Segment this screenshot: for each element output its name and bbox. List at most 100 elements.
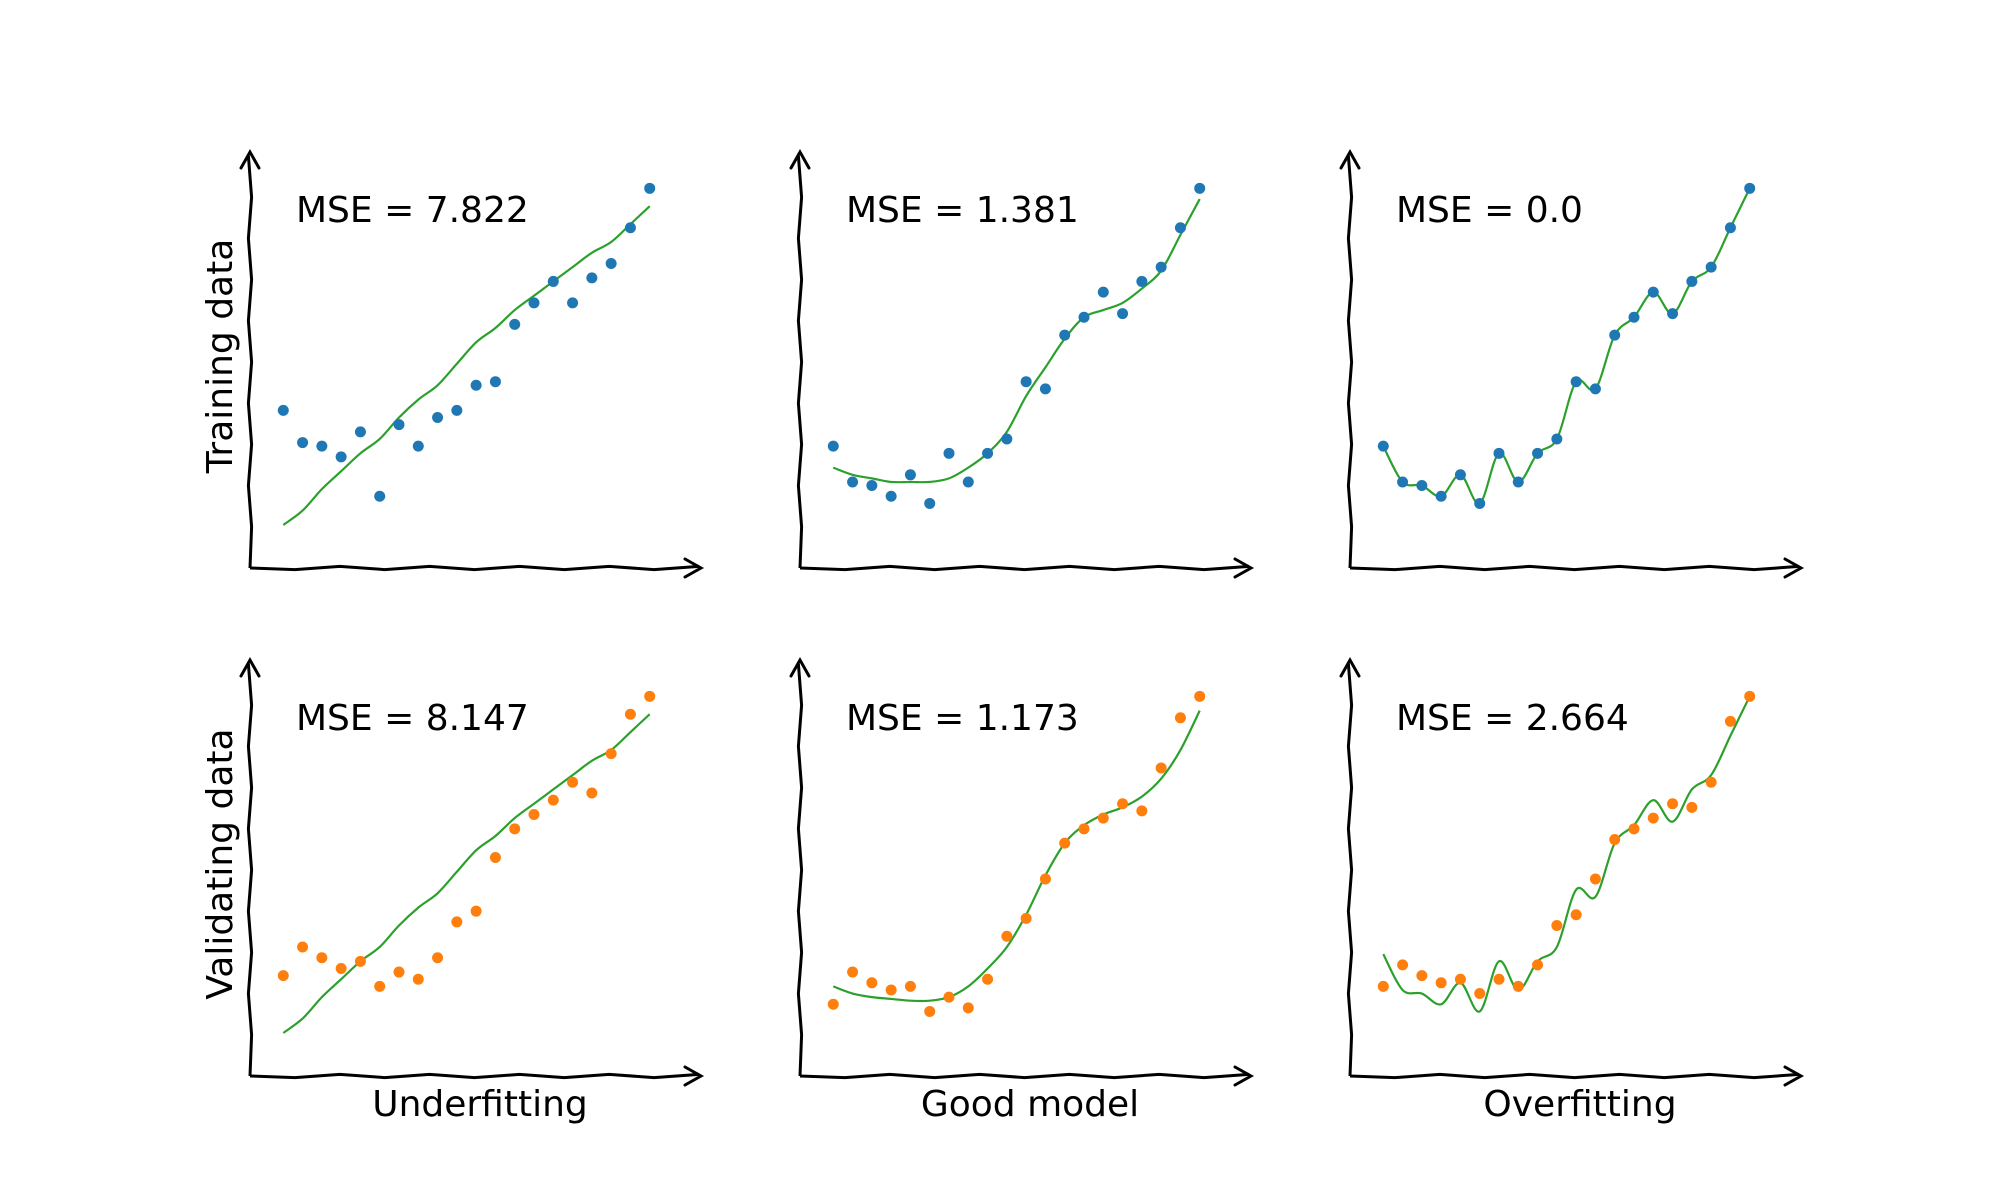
data-point	[1136, 275, 1148, 287]
data-point	[1512, 476, 1524, 488]
model-fit-line	[1382, 695, 1751, 1013]
data-point	[432, 412, 444, 424]
data-point	[586, 787, 598, 799]
data-point	[1532, 959, 1544, 971]
x-axis	[249, 564, 700, 572]
data-point	[1155, 762, 1167, 774]
data-point	[624, 222, 636, 234]
mse-annotation: MSE = 0.0	[1396, 190, 1583, 231]
data-point	[1493, 973, 1505, 985]
y-axis-arrow	[1339, 148, 1361, 170]
x-axis	[1349, 564, 1800, 572]
data-point	[1686, 801, 1698, 813]
data-point	[1609, 834, 1621, 846]
data-point	[489, 376, 501, 388]
data-point	[1705, 261, 1717, 273]
model-fit-line	[832, 710, 1201, 1003]
data-point	[827, 998, 839, 1010]
data-point	[1001, 433, 1013, 445]
data-point	[1647, 812, 1659, 824]
mse-annotation: MSE = 2.664	[1396, 698, 1629, 739]
data-point	[1667, 308, 1679, 320]
data-point	[586, 272, 598, 284]
data-point	[847, 476, 859, 488]
panel-training-data-overfitting: MSE = 0.0	[1339, 148, 1805, 579]
data-point	[1194, 690, 1206, 702]
data-point	[924, 1005, 936, 1017]
mse-annotation: MSE = 8.147	[296, 698, 529, 739]
y-axis-arrow	[239, 148, 261, 170]
data-point	[1435, 977, 1447, 989]
panel-validating-data-underfitting: MSE = 8.147	[239, 656, 705, 1087]
data-point	[1078, 823, 1090, 835]
data-point	[885, 984, 897, 996]
data-point	[1454, 469, 1466, 481]
data-point	[277, 404, 289, 416]
data-point	[451, 404, 463, 416]
data-point	[451, 916, 463, 928]
data-point	[1155, 261, 1167, 273]
data-point	[432, 952, 444, 964]
data-point	[277, 970, 289, 982]
data-point	[1724, 715, 1736, 727]
data-point	[847, 966, 859, 978]
data-point	[1020, 376, 1032, 388]
data-point	[1589, 383, 1601, 395]
x-axis-arrow	[1783, 557, 1805, 579]
data-point	[982, 973, 994, 985]
x-axis	[1349, 1072, 1800, 1080]
data-point	[1377, 440, 1389, 452]
data-point	[528, 808, 540, 820]
model-fit-line	[832, 198, 1201, 484]
data-point	[393, 966, 405, 978]
data-point	[866, 480, 878, 492]
column-label-good-model: Good model	[921, 1084, 1139, 1125]
data-point	[1435, 490, 1447, 502]
row-label-validating: Validating data	[200, 728, 241, 999]
data-point	[1174, 712, 1186, 724]
data-point	[962, 1002, 974, 1014]
mse-annotation: MSE = 7.822	[296, 190, 529, 231]
panel-validating-data-good-model: MSE = 1.173	[789, 656, 1255, 1087]
data-point	[1097, 286, 1109, 298]
data-point	[1059, 837, 1071, 849]
data-point	[1454, 973, 1466, 985]
data-point	[567, 297, 579, 309]
data-point	[1039, 873, 1051, 885]
data-point	[1628, 311, 1640, 323]
data-point	[1097, 812, 1109, 824]
data-point	[1001, 930, 1013, 942]
y-axis	[796, 663, 804, 1077]
data-point	[297, 437, 309, 449]
data-point	[1020, 912, 1032, 924]
y-axis	[796, 155, 804, 569]
model-fit-line	[1382, 187, 1751, 505]
panel-training-data-good-model: MSE = 1.381	[789, 148, 1255, 579]
data-point	[1647, 286, 1659, 298]
data-point	[354, 426, 366, 438]
column-label-underfitting: Underfitting	[372, 1084, 588, 1125]
panel-training-data-underfitting: MSE = 7.822	[239, 148, 705, 579]
data-point	[1744, 182, 1756, 194]
x-axis-arrow	[1783, 1065, 1805, 1087]
mse-annotation: MSE = 1.381	[846, 190, 1079, 231]
data-point	[335, 962, 347, 974]
data-point	[1474, 497, 1486, 509]
data-point	[1686, 275, 1698, 287]
data-point	[827, 440, 839, 452]
model-fit-line	[282, 713, 651, 1034]
data-point	[1039, 383, 1051, 395]
data-point	[1059, 329, 1071, 341]
data-point	[1705, 776, 1717, 788]
data-point	[509, 318, 521, 330]
data-point	[567, 776, 579, 788]
data-point	[489, 851, 501, 863]
data-point	[624, 708, 636, 720]
data-point	[866, 977, 878, 989]
data-point	[374, 980, 386, 992]
data-point	[885, 490, 897, 502]
data-point	[316, 440, 328, 452]
y-axis	[1346, 663, 1354, 1077]
y-axis	[1346, 155, 1354, 569]
data-point	[924, 497, 936, 509]
